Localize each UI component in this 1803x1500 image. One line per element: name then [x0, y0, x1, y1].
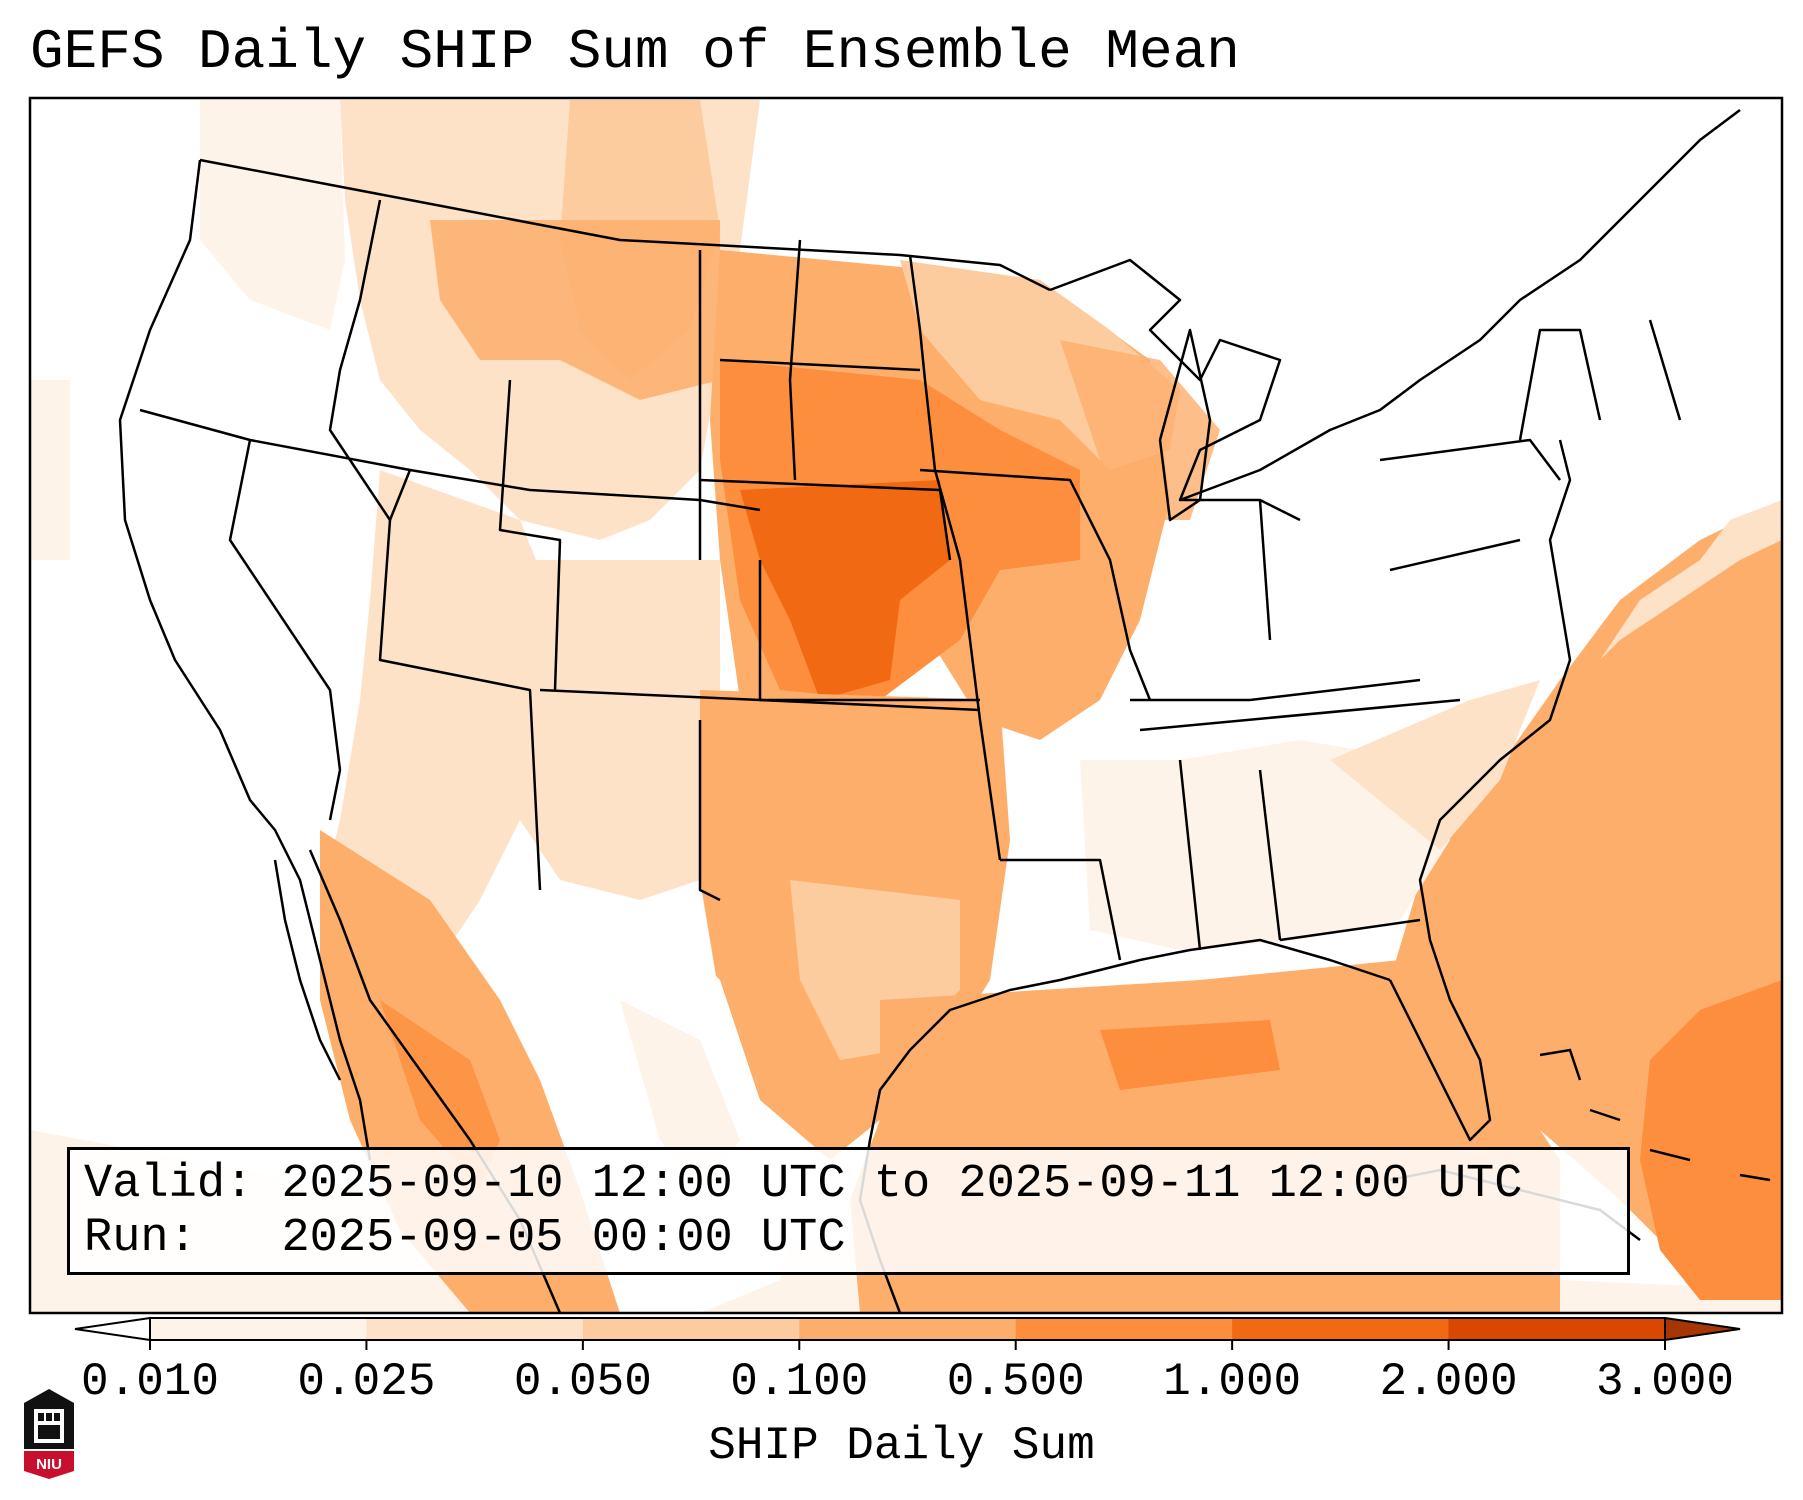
colorbar-swatch-0 [150, 1318, 367, 1340]
colorbar-swatch-6 [1448, 1318, 1666, 1340]
map-border [28, 96, 1784, 1315]
colorbar-tick-label: 0.025 [297, 1356, 436, 1408]
valid-value: 2025-09-10 12:00 UTC to 2025-09-11 12:00… [281, 1158, 1523, 1211]
ship-field [30, 98, 1782, 1313]
logo-text: NIU [36, 1456, 62, 1473]
run-label: Run: [84, 1212, 197, 1265]
colorbar-outline [149, 1317, 1666, 1341]
colorbar-swatch-2 [582, 1318, 800, 1340]
info-box: Valid: 2025-09-10 12:00 UTC to 2025-09-1… [67, 1147, 1630, 1275]
colorbar-tick-label: 0.010 [80, 1356, 220, 1408]
colorbar-tick-label: 2.000 [1379, 1356, 1518, 1408]
colorbar-tick-label: 3.000 [1595, 1356, 1735, 1408]
colorbar-title: SHIP Daily Sum [708, 1420, 1095, 1472]
run-value: 2025-09-05 00:00 UTC [281, 1212, 846, 1265]
colorbar-tick-label: 1.000 [1163, 1356, 1302, 1408]
colorbar-extend-high [1664, 1316, 1741, 1342]
run-line: Run: 2025-09-05 00:00 UTC [84, 1212, 1613, 1266]
colorbar-extend-low [74, 1316, 151, 1342]
colorbar-tick-label: 0.100 [730, 1356, 869, 1408]
colorbar-swatch-4 [1015, 1318, 1233, 1340]
map-title: GEFS Daily SHIP Sum of Ensemble Mean [30, 20, 1240, 84]
colorbar-tick-label: 0.050 [513, 1356, 652, 1408]
colorbar-swatch-5 [1232, 1318, 1450, 1340]
colorbar-tick-label: 0.500 [946, 1356, 1085, 1408]
colorbar-swatch-3 [799, 1318, 1017, 1340]
niu-logo: NIU [24, 1389, 74, 1479]
valid-line: Valid: 2025-09-10 12:00 UTC to 2025-09-1… [84, 1158, 1613, 1212]
colorbar-swatch-1 [366, 1318, 584, 1340]
valid-label: Valid: [84, 1158, 254, 1211]
colorbar [74, 1316, 1741, 1350]
